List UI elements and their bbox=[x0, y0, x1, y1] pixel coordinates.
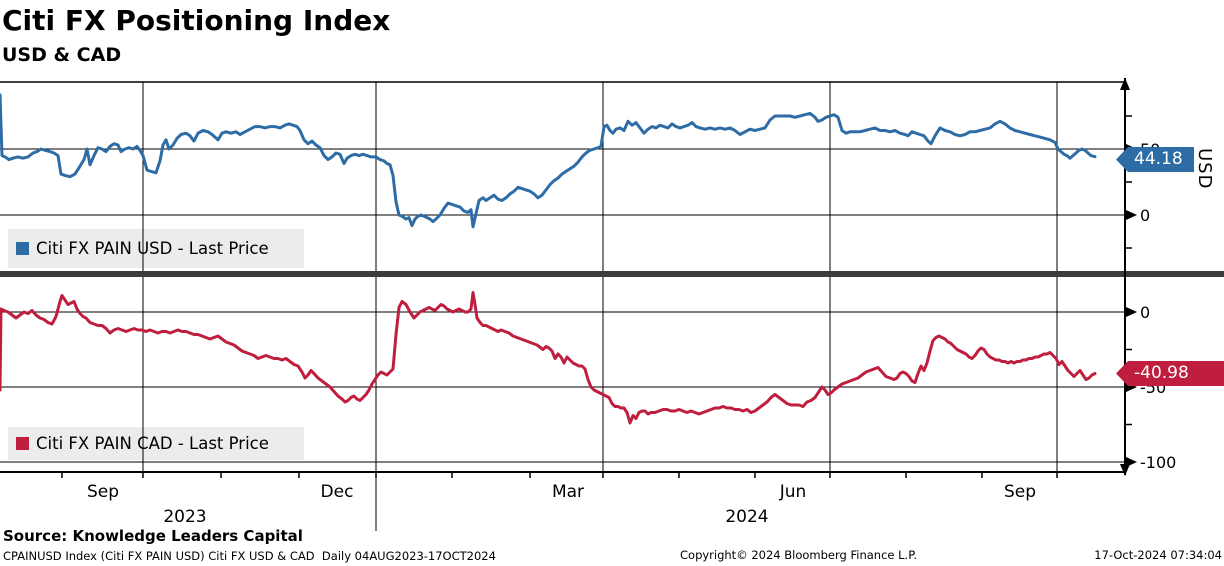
cad-tick-label: 0 bbox=[1140, 303, 1150, 322]
year-label: 2023 bbox=[163, 507, 206, 527]
legend-usd-series[interactable]: Citi FX PAIN USD - Last Price bbox=[8, 229, 304, 268]
copyright-notice: Copyright© 2024 Bloomberg Finance L.P. bbox=[680, 548, 917, 562]
axis-arrow-up-icon bbox=[1120, 78, 1130, 90]
usd-axis-title: USD bbox=[1194, 148, 1215, 190]
axis-arrow-down-icon bbox=[1120, 464, 1130, 476]
usd-series-line bbox=[0, 93, 1097, 229]
month-label: Jun bbox=[779, 482, 807, 502]
month-label: Mar bbox=[552, 482, 584, 502]
year-label: 2024 bbox=[725, 507, 768, 527]
cad-series-line bbox=[0, 291, 1097, 425]
usd-series-swatch-icon bbox=[16, 242, 29, 255]
legend-usd-label: Citi FX PAIN USD - Last Price bbox=[36, 239, 269, 258]
usd-tick-label: 0 bbox=[1140, 206, 1150, 225]
legend-cad-series[interactable]: Citi FX PAIN CAD - Last Price bbox=[8, 427, 304, 460]
month-label: Dec bbox=[321, 482, 354, 502]
month-label: Sep bbox=[87, 482, 119, 502]
legend-cad-label: Citi FX PAIN CAD - Last Price bbox=[36, 434, 269, 453]
page-title: Citi FX Positioning Index bbox=[2, 4, 391, 37]
usd-last-price-badge: 44.18 bbox=[1116, 147, 1194, 172]
usd-tick-arrow-icon bbox=[1126, 210, 1137, 220]
timestamp: 17-Oct-2024 07:34:04 bbox=[1094, 548, 1222, 562]
source-credit: Source: Knowledge Leaders Capital bbox=[3, 527, 303, 545]
panel-separator bbox=[0, 271, 1224, 277]
month-label: Sep bbox=[1004, 482, 1036, 502]
cad-series-swatch-icon bbox=[16, 437, 29, 450]
cad-last-price-badge: -40.98 bbox=[1116, 361, 1224, 386]
cad-tick-arrow-icon bbox=[1126, 457, 1137, 467]
cad-tick-arrow-icon bbox=[1126, 307, 1137, 317]
ticker-description: CPAINUSD Index (Citi FX PAIN USD) Citi F… bbox=[3, 549, 496, 563]
cad-tick-label: -100 bbox=[1140, 453, 1176, 472]
page-subtitle: USD & CAD bbox=[2, 44, 122, 66]
